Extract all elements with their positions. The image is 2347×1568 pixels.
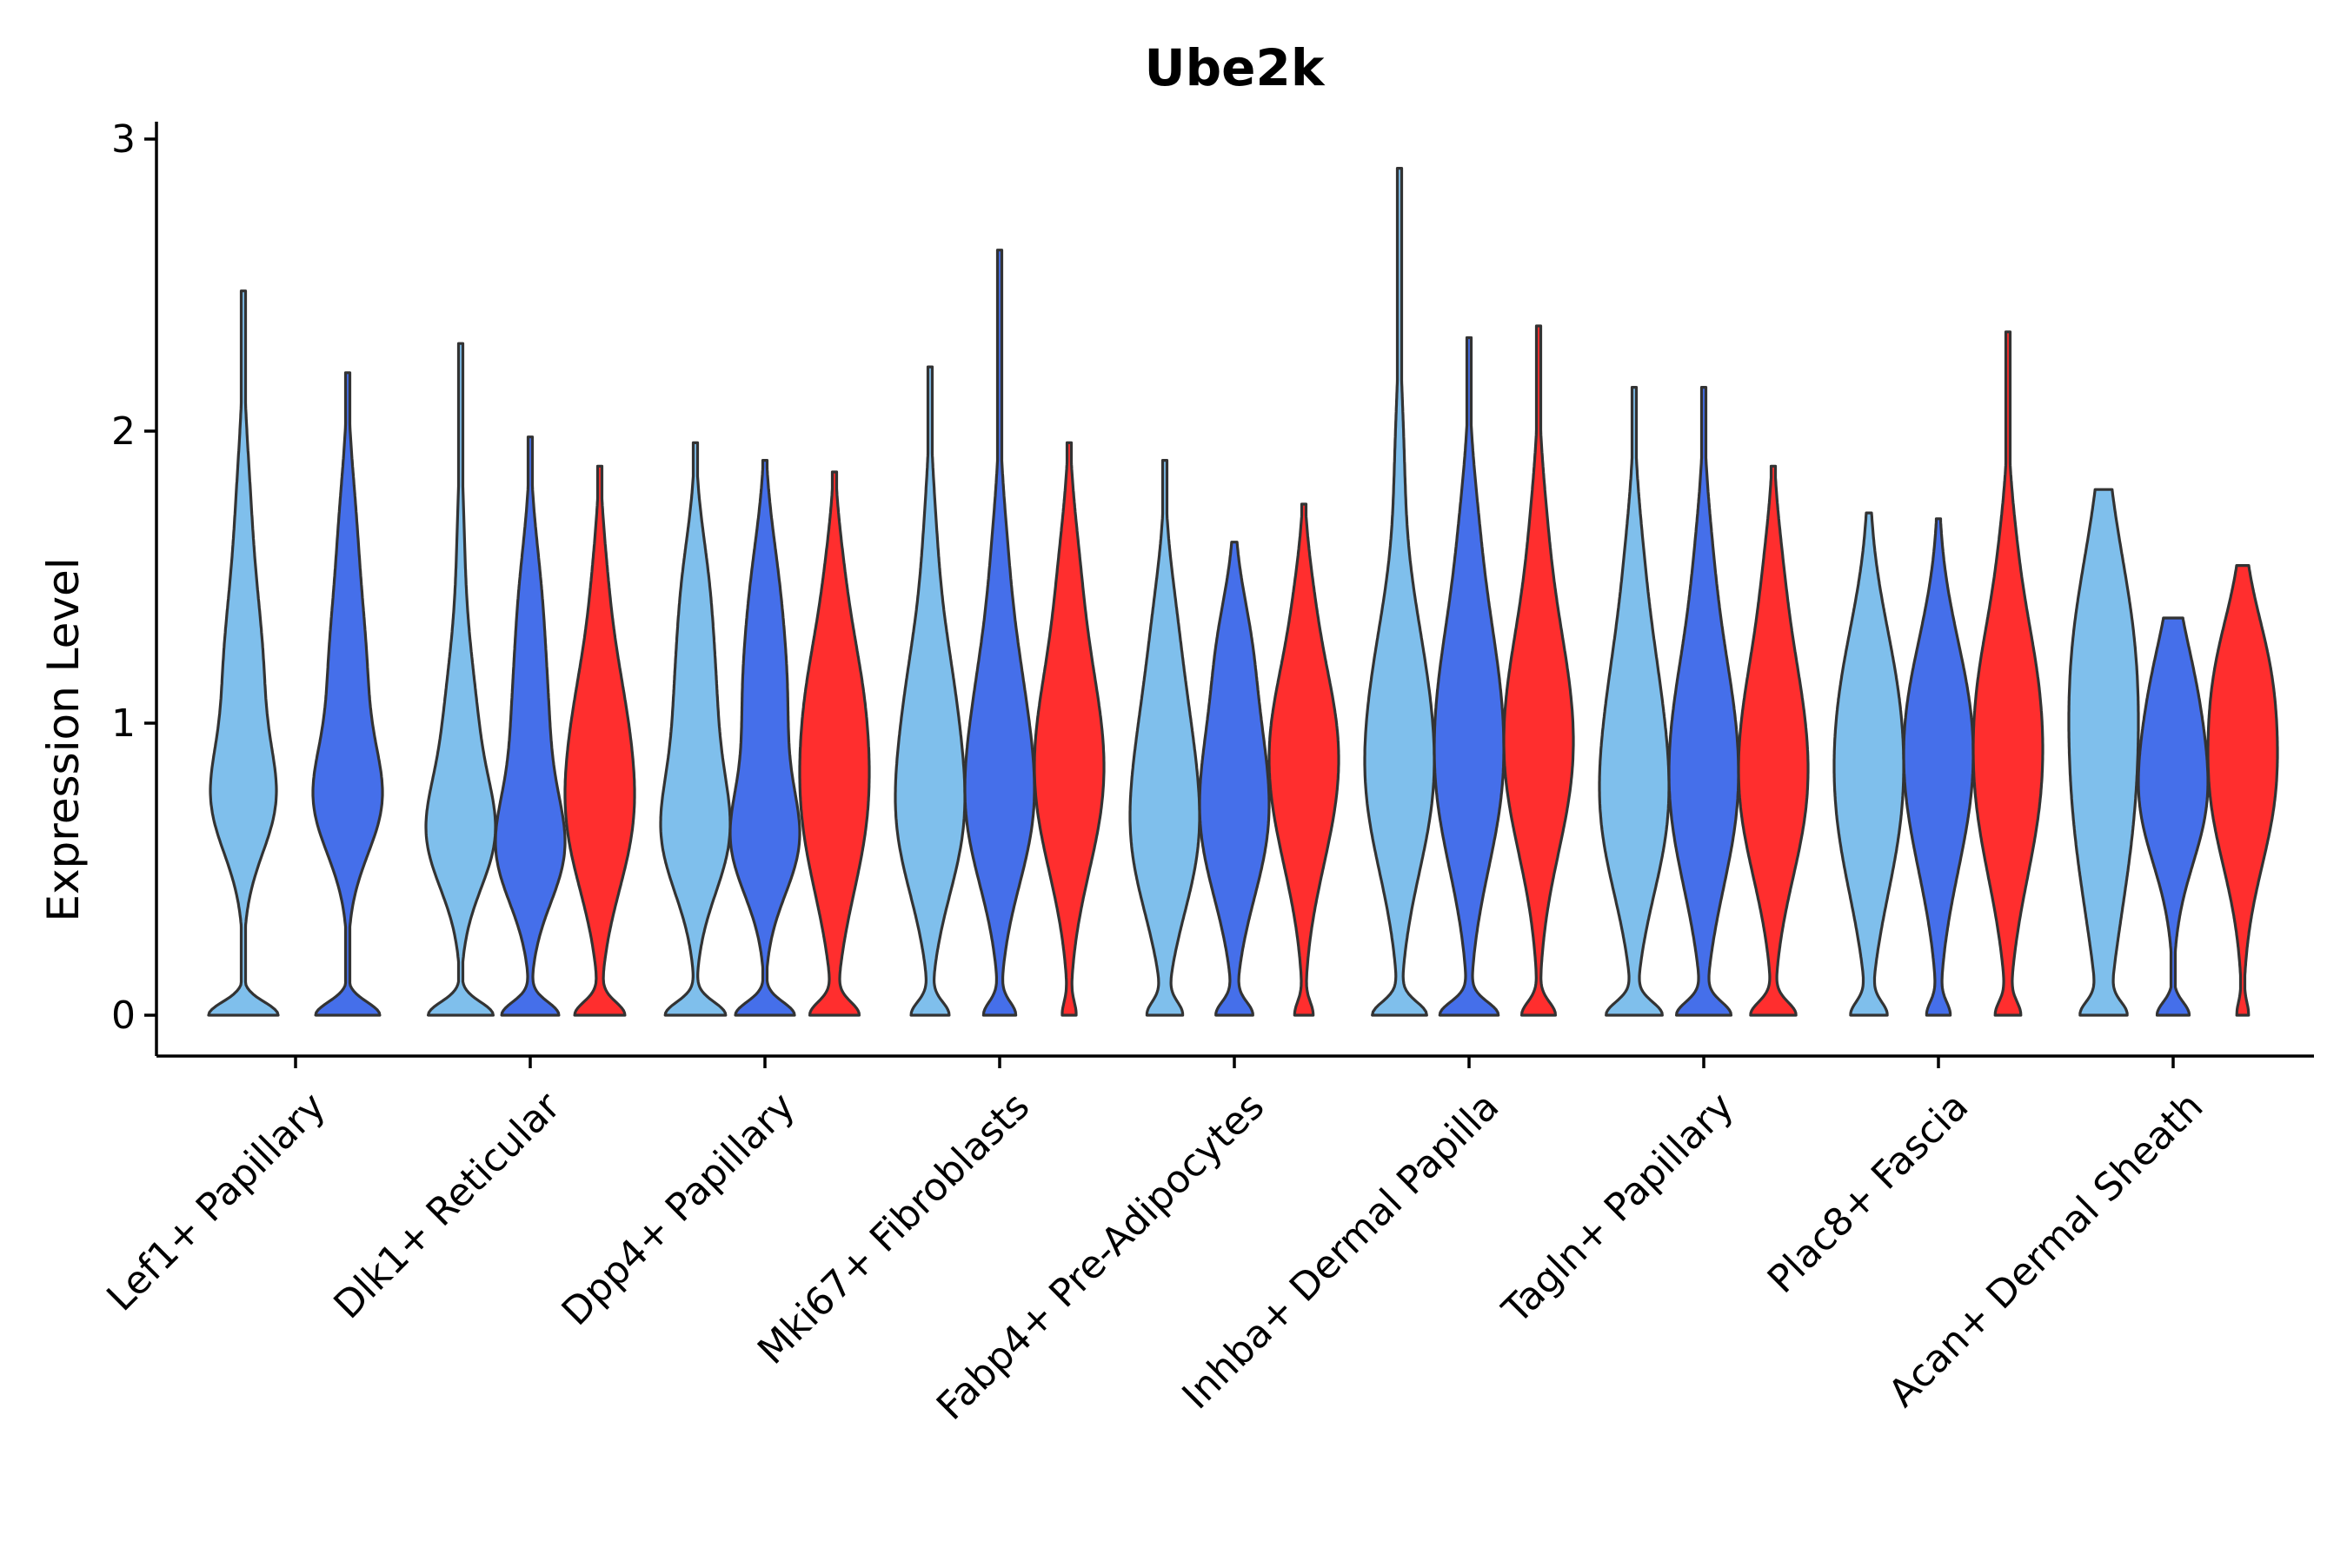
violin-s2: Fabp4+ Pre-Adipocytes (s2) [1198,541,1271,1017]
violin-s3: Dpp4+ Papillary (s3) [798,470,871,1017]
violin-s3: Plac8+ Fascia (s3) [1971,330,2044,1017]
ticks-layer: 0 1 2 3 [111,117,2175,1068]
x-category-label: Plac8+ Fascia [1759,1084,1978,1302]
violin-s2: Dlk1+ Reticular (s2) [494,435,567,1017]
violin-s2: Acan+ Dermal Sheath (s2) [2137,616,2210,1017]
violin-s1: Plac8+ Fascia (s1) [1832,511,1905,1017]
violin-s2: Mki67+ Fibroblasts (s2) [963,249,1036,1017]
violin-s3: Dlk1+ Reticular (s3) [563,464,636,1017]
y-tick-label: 2 [111,409,136,454]
violin-s3: Inhba+ Dermal Papilla (s3) [1502,324,1575,1017]
violin-s3: Fabp4+ Pre-Adipocytes (s3) [1267,502,1340,1017]
violin-s1: Dpp4+ Papillary (s1) [659,441,732,1017]
violin-s1: Fabp4+ Pre-Adipocytes (s1) [1128,459,1201,1017]
violin-s3: Mki67+ Fibroblasts (s3) [1033,441,1106,1017]
y-tick-label: 0 [111,993,136,1038]
x-category-label: Dpp4+ Papillary [554,1084,804,1334]
y-tick-label: 3 [111,117,136,162]
chart-title: Ube2k [1145,38,1326,97]
violin-s3: Tagln+ Papillary (s3) [1737,464,1810,1017]
y-axis-label: Expression Level [38,557,89,921]
violin-s2: Inhba+ Dermal Papilla (s2) [1433,336,1506,1017]
violins-layer: Lef1+ Papillary (s1) Lef1+ Papillary (s2)… [207,167,2279,1017]
violin-s1: Lef1+ Papillary (s1) [207,289,280,1017]
violin-s2: Dpp4+ Papillary (s2) [728,459,801,1017]
x-category-label: Lef1+ Papillary [98,1084,334,1319]
x-category-label: Dlk1+ Reticular [325,1084,569,1328]
violin-s1: Acan+ Dermal Sheath (s1) [2067,488,2140,1017]
violin-s2: Plac8+ Fascia (s2) [1902,517,1975,1017]
violin-s3: Acan+ Dermal Sheath (s3) [2206,564,2279,1017]
x-category-label: Tagln+ Papillary [1493,1084,1742,1332]
violin-s2: Lef1+ Papillary (s2) [311,371,384,1017]
violin-s1: Inhba+ Dermal Papilla (s1) [1363,167,1436,1017]
violin-s1: Mki67+ Fibroblasts (s1) [894,365,967,1017]
violin-s1: Dlk1+ Reticular (s1) [424,342,497,1017]
violin-s2: Tagln+ Papillary (s2) [1667,386,1740,1017]
violin-s1: Tagln+ Papillary (s1) [1598,386,1671,1017]
y-tick-label: 1 [111,701,136,746]
